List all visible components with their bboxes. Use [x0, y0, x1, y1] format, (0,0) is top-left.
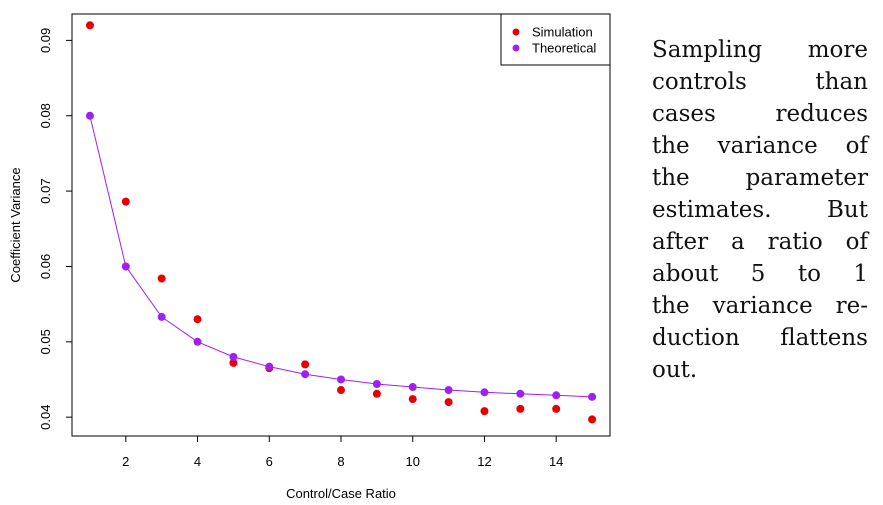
caption-line: the variance re-	[652, 293, 868, 319]
data-point	[480, 388, 489, 397]
caption-line: out.	[652, 357, 698, 383]
data-point	[372, 380, 381, 389]
y-tick-label: 0.07	[38, 178, 53, 203]
data-point	[408, 395, 417, 404]
x-tick-label: 12	[477, 454, 491, 469]
data-point	[157, 312, 166, 321]
x-tick-label: 8	[337, 454, 344, 469]
data-point	[193, 315, 202, 324]
y-axis-title: Coefficient Variance	[8, 167, 23, 282]
x-tick-label: 6	[266, 454, 273, 469]
data-point	[372, 389, 381, 398]
legend-label: Theoretical	[532, 41, 596, 56]
caption-line: Sampling more	[652, 37, 868, 63]
data-point	[193, 337, 202, 346]
plot-area-frame	[71, 13, 611, 437]
chart: 2 4 6 8 10 12 14 0.04 0.05 0.06 0.07 0.08 0.09 Cont…	[8, 13, 611, 501]
data-point	[229, 358, 238, 367]
caption-line: after a ratio of	[652, 229, 868, 255]
x-tick-label: 4	[194, 454, 201, 469]
y-tick-label: 0.05	[38, 329, 53, 354]
caption-line: estimates. But	[652, 197, 868, 223]
data-point	[157, 274, 166, 283]
data-point	[121, 197, 130, 206]
data-point	[444, 386, 453, 395]
series-layer	[85, 21, 597, 424]
y-axis: 0.04 0.05 0.06 0.07 0.08 0.09	[38, 28, 72, 430]
data-point	[301, 370, 310, 379]
data-point	[337, 386, 345, 395]
data-point	[85, 111, 94, 120]
y-tick-label: 0.06	[38, 254, 53, 279]
x-tick-label: 10	[405, 454, 419, 469]
data-point	[588, 415, 597, 424]
x-axis: 2 4 6 8 10 12 14	[122, 435, 563, 469]
caption-line: duction flattens	[652, 325, 868, 351]
legend-marker	[512, 28, 520, 36]
data-point	[408, 383, 417, 392]
data-point	[121, 262, 130, 271]
data-point	[480, 407, 489, 416]
y-tick-label: 0.04	[38, 405, 53, 430]
data-point	[337, 375, 345, 384]
caption-line: the parameter	[652, 165, 868, 191]
y-tick-label: 0.08	[38, 103, 53, 128]
caption-line: the variance of	[652, 133, 868, 159]
caption-line: controls than	[652, 69, 868, 95]
data-point	[516, 389, 525, 398]
legend-label: Simulation	[532, 25, 593, 40]
legend-marker	[512, 44, 520, 52]
y-tick-label: 0.09	[38, 28, 53, 53]
data-point	[85, 21, 94, 30]
caption-line: cases reduces	[652, 101, 868, 127]
data-point	[265, 362, 274, 371]
data-point	[516, 404, 525, 413]
legend-box	[500, 13, 611, 66]
x-tick-label: 14	[549, 454, 563, 469]
data-point	[229, 352, 238, 361]
data-point	[301, 360, 310, 369]
x-tick-label: 2	[122, 454, 129, 469]
data-point	[552, 391, 561, 400]
data-point	[552, 404, 561, 413]
caption-text: Sampling more controls than cases reduces t…	[652, 34, 868, 386]
caption-line: about 5 to 1	[652, 261, 868, 287]
data-point	[588, 392, 597, 401]
data-point	[444, 398, 453, 407]
series-line	[89, 115, 593, 398]
x-axis-title: Control/Case Ratio	[286, 486, 396, 501]
